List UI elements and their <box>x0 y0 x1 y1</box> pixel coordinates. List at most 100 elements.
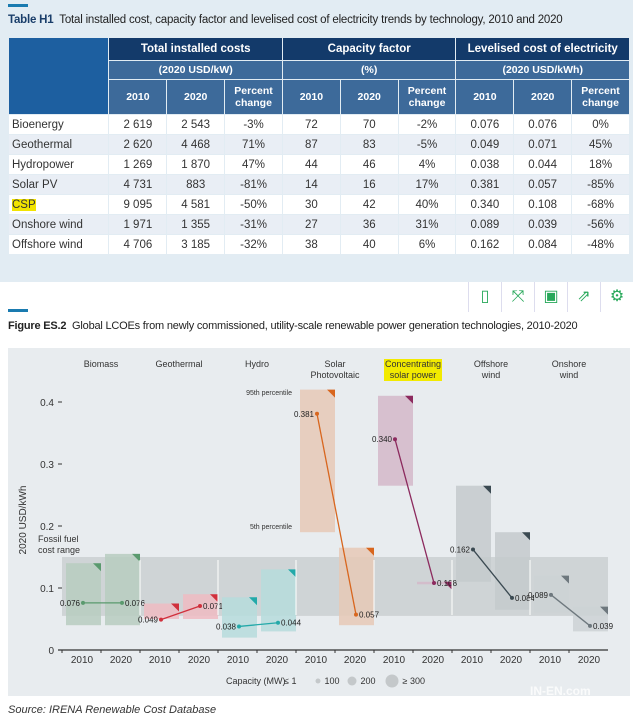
data-point <box>81 600 85 605</box>
table-cell: 46 <box>340 155 398 174</box>
value-label: 0.057 <box>359 611 380 620</box>
table-panel: Table H1 Total installed cost, capacity … <box>0 0 633 282</box>
table-cell: -32% <box>225 235 282 254</box>
corner-marker <box>366 547 374 556</box>
source-note: Source: IRENA Renewable Cost Database <box>8 704 217 716</box>
cell-text: 4 731 <box>123 178 153 191</box>
table-cell: 9 095 <box>109 195 167 214</box>
cell-text: Geothermal <box>12 138 73 151</box>
table-cell: 1 870 <box>167 155 225 174</box>
legend-item: ≤ 1 <box>284 676 296 686</box>
cell-text: Onshore wind <box>12 218 83 231</box>
legend-marker <box>347 676 357 686</box>
subcol-header: 2010 <box>109 80 167 114</box>
cell-text: 0.340 <box>470 198 500 211</box>
x-tick-label: 2020 <box>344 655 367 666</box>
cell-text: 18% <box>589 158 613 171</box>
value-label: 0.071 <box>203 602 224 611</box>
table-cell: 0.162 <box>456 235 514 254</box>
subcol-header: 2020 <box>340 80 398 114</box>
table-cell: 0.076 <box>514 115 572 134</box>
corner-marker <box>210 594 218 603</box>
cell-text: 0.108 <box>528 198 558 211</box>
corner-marker <box>405 395 413 404</box>
cell-text: -5% <box>416 138 438 151</box>
cell-text: 47% <box>242 158 266 171</box>
value-label: 0.340 <box>372 435 393 444</box>
table-cell: 71% <box>225 135 282 154</box>
table-title-text: Total installed cost, capacity factor an… <box>59 14 563 26</box>
percentile-box <box>66 563 101 626</box>
value-label: 0.108 <box>437 579 458 588</box>
table-cell: 0.340 <box>456 195 514 214</box>
legend-marker <box>385 674 399 688</box>
cell-text: 0.071 <box>528 138 558 151</box>
table-cell: 0.038 <box>456 155 514 174</box>
table-cell: 0% <box>572 115 629 134</box>
value-label: 0.381 <box>294 410 315 419</box>
value-label: 0.038 <box>216 622 237 631</box>
x-tick-label: 2010 <box>461 655 484 666</box>
cell-text: 14 <box>304 178 318 191</box>
cell-text: 0.381 <box>470 178 500 191</box>
table-cell: 16 <box>340 175 398 194</box>
cell-text: Offshore wind <box>12 238 83 251</box>
table-cell: 0.076 <box>456 115 514 134</box>
group-unit: (%) <box>282 61 456 79</box>
value-label: 0.044 <box>281 619 302 628</box>
fullscreen-icon[interactable]: ⤧ <box>501 282 534 312</box>
tablet-icon[interactable]: ▯ <box>468 282 501 312</box>
y-tick-label: 0.1 <box>40 584 54 595</box>
data-point <box>120 600 124 605</box>
x-tick-label: 2020 <box>110 655 133 666</box>
table-cell: -3% <box>225 115 282 134</box>
table-cell: 0.108 <box>514 195 572 214</box>
cell-text: 30 <box>304 198 318 211</box>
table-cell: 72 <box>282 115 340 134</box>
save-icon[interactable]: ▣ <box>534 282 567 312</box>
table-title: Table H1 Total installed cost, capacity … <box>8 14 628 26</box>
corner-marker <box>600 606 608 615</box>
cell-text: 9 095 <box>123 198 153 211</box>
legend-marker <box>315 678 321 684</box>
table-cell: 36 <box>340 215 398 234</box>
cell-text: 2 620 <box>123 138 153 151</box>
cell-text: 3 185 <box>181 238 211 251</box>
trend-line <box>550 594 591 627</box>
x-tick-label: 2020 <box>266 655 289 666</box>
table-cell: 1 971 <box>109 215 167 234</box>
cell-text: 0.089 <box>470 218 500 231</box>
data-point <box>510 595 514 600</box>
subcol-header: 2020 <box>514 80 572 114</box>
table-cell: 6% <box>398 235 456 254</box>
table-cell: 70 <box>340 115 398 134</box>
table-cell: 14 <box>282 175 340 194</box>
settings-icon[interactable]: ⚙ <box>600 282 633 312</box>
tech-label: Solar <box>324 359 345 369</box>
cell-text: Bioenergy <box>12 118 64 131</box>
y-tick-label: 0.3 <box>40 460 54 471</box>
tech-label: Concentrating <box>385 359 441 369</box>
table-cell: 17% <box>398 175 456 194</box>
table-cell: 3 185 <box>167 235 225 254</box>
table-cell: -31% <box>225 215 282 234</box>
cell-text: 44 <box>304 158 318 171</box>
cell-text: 0% <box>592 118 609 131</box>
cell-text: 40 <box>362 238 376 251</box>
x-tick-label: 2010 <box>227 655 250 666</box>
table-row: Geothermal 2 620 4 468 71% 87 83 -5% 0.049 0.071… <box>9 135 629 154</box>
y-tick-label: 0.4 <box>40 398 54 409</box>
share-icon[interactable]: ⇗ <box>567 282 600 312</box>
data-point <box>159 617 163 622</box>
cell-text: 0.162 <box>470 238 500 251</box>
figure-title-text: Global LCOEs from newly commissioned, ut… <box>72 320 578 332</box>
data-point <box>237 624 241 629</box>
table-row: Solar PV 4 731 883 -81% 14 16 17% 0.381 0.057 -85… <box>9 175 629 194</box>
legend-item: ≥ 300 <box>403 676 425 686</box>
row-label-text: CSP <box>12 198 36 211</box>
table-cell: 47% <box>225 155 282 174</box>
cell-text: 0.084 <box>528 238 558 251</box>
corner-marker <box>93 563 101 572</box>
cell-text: 42 <box>362 198 376 211</box>
